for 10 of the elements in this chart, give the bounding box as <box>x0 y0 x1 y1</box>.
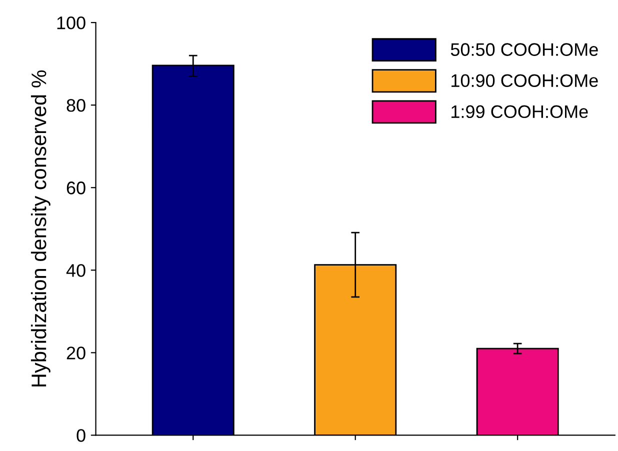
y-axis-title: Hybridization density conserved % <box>30 70 50 386</box>
y-tick-label: 0 <box>76 429 86 442</box>
y-tick-label: 40 <box>66 264 86 277</box>
legend-label: 1:99 COOH:OMe <box>452 105 588 118</box>
y-tick-label: 20 <box>66 346 86 360</box>
legend-label: 10:90 COOH:OMe <box>452 74 598 88</box>
y-tick-label: 60 <box>66 182 86 194</box>
y-tick-label: 100 <box>57 16 86 30</box>
y-tick-label: 80 <box>66 99 86 112</box>
legend-label: 50:50 COOH:OMe <box>450 43 598 56</box>
